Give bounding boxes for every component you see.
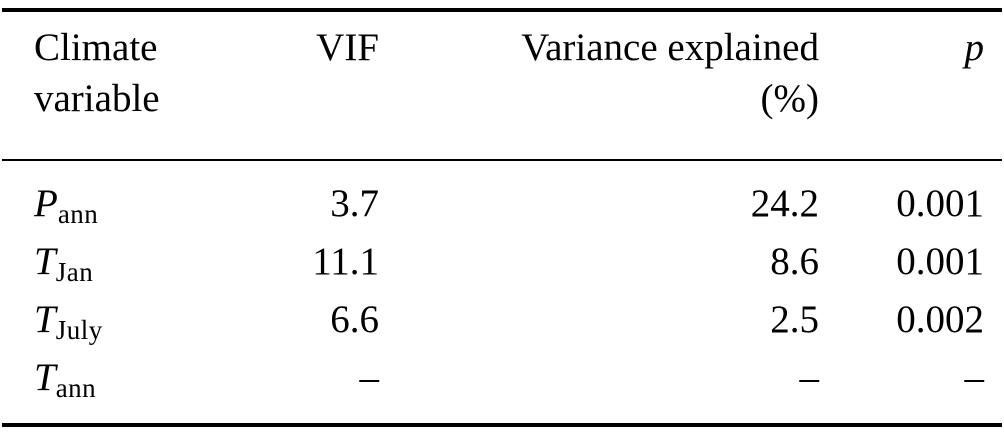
cell-variance: 24.2 xyxy=(750,181,819,225)
cell-variable: Pann xyxy=(34,175,219,236)
cell-p-value: – xyxy=(964,355,985,399)
variable-symbol: T xyxy=(34,355,56,399)
cell-p-value: 0.001 xyxy=(896,181,984,225)
header-p-value: p xyxy=(964,26,985,69)
cell-variance: 2.5 xyxy=(770,297,819,341)
table-header-row: Climate variable VIF Variance explained … xyxy=(2,12,1002,159)
cell-vif: – xyxy=(359,355,380,399)
table-body: Pann 3.7 24.2 0.001 TJan 11.1 8.6 0.001 … xyxy=(2,161,1002,423)
variable-symbol: T xyxy=(34,239,56,283)
cell-p-value: 0.002 xyxy=(896,297,984,341)
cell-vif: 11.1 xyxy=(312,239,379,283)
header-variance-label: Variance explained xyxy=(521,26,819,69)
cell-p-value: 0.001 xyxy=(896,239,984,283)
cell-vif: 3.7 xyxy=(330,181,379,225)
variable-symbol: P xyxy=(34,181,58,225)
cell-variable: TJuly xyxy=(34,291,219,352)
table-row: Tann – – – xyxy=(2,349,1002,407)
variable-subscript: Jan xyxy=(55,256,94,287)
cell-variable: TJan xyxy=(34,233,219,294)
header-variance-explained: Variance explained (%) xyxy=(379,22,819,125)
cell-variance: – xyxy=(799,355,820,399)
header-climate-variable: Climate variable xyxy=(34,26,160,121)
cell-variable: Tann xyxy=(34,349,219,410)
variable-subscript: ann xyxy=(55,372,97,403)
table-row: Pann 3.7 24.2 0.001 xyxy=(2,175,1002,233)
table-top-rule xyxy=(2,8,1002,12)
cell-vif: 6.6 xyxy=(330,297,379,341)
variable-subscript: July xyxy=(55,314,103,345)
table-bottom-rule xyxy=(2,422,1002,427)
table-header-rule xyxy=(2,158,1002,161)
cell-variance: 8.6 xyxy=(770,239,819,283)
header-vif: VIF xyxy=(316,26,379,69)
table-row: TJan 11.1 8.6 0.001 xyxy=(2,233,1002,291)
variable-symbol: T xyxy=(34,297,56,341)
variable-subscript: ann xyxy=(57,198,99,229)
header-variance-unit: (%) xyxy=(760,77,819,121)
table-row: TJuly 6.6 2.5 0.002 xyxy=(2,291,1002,349)
